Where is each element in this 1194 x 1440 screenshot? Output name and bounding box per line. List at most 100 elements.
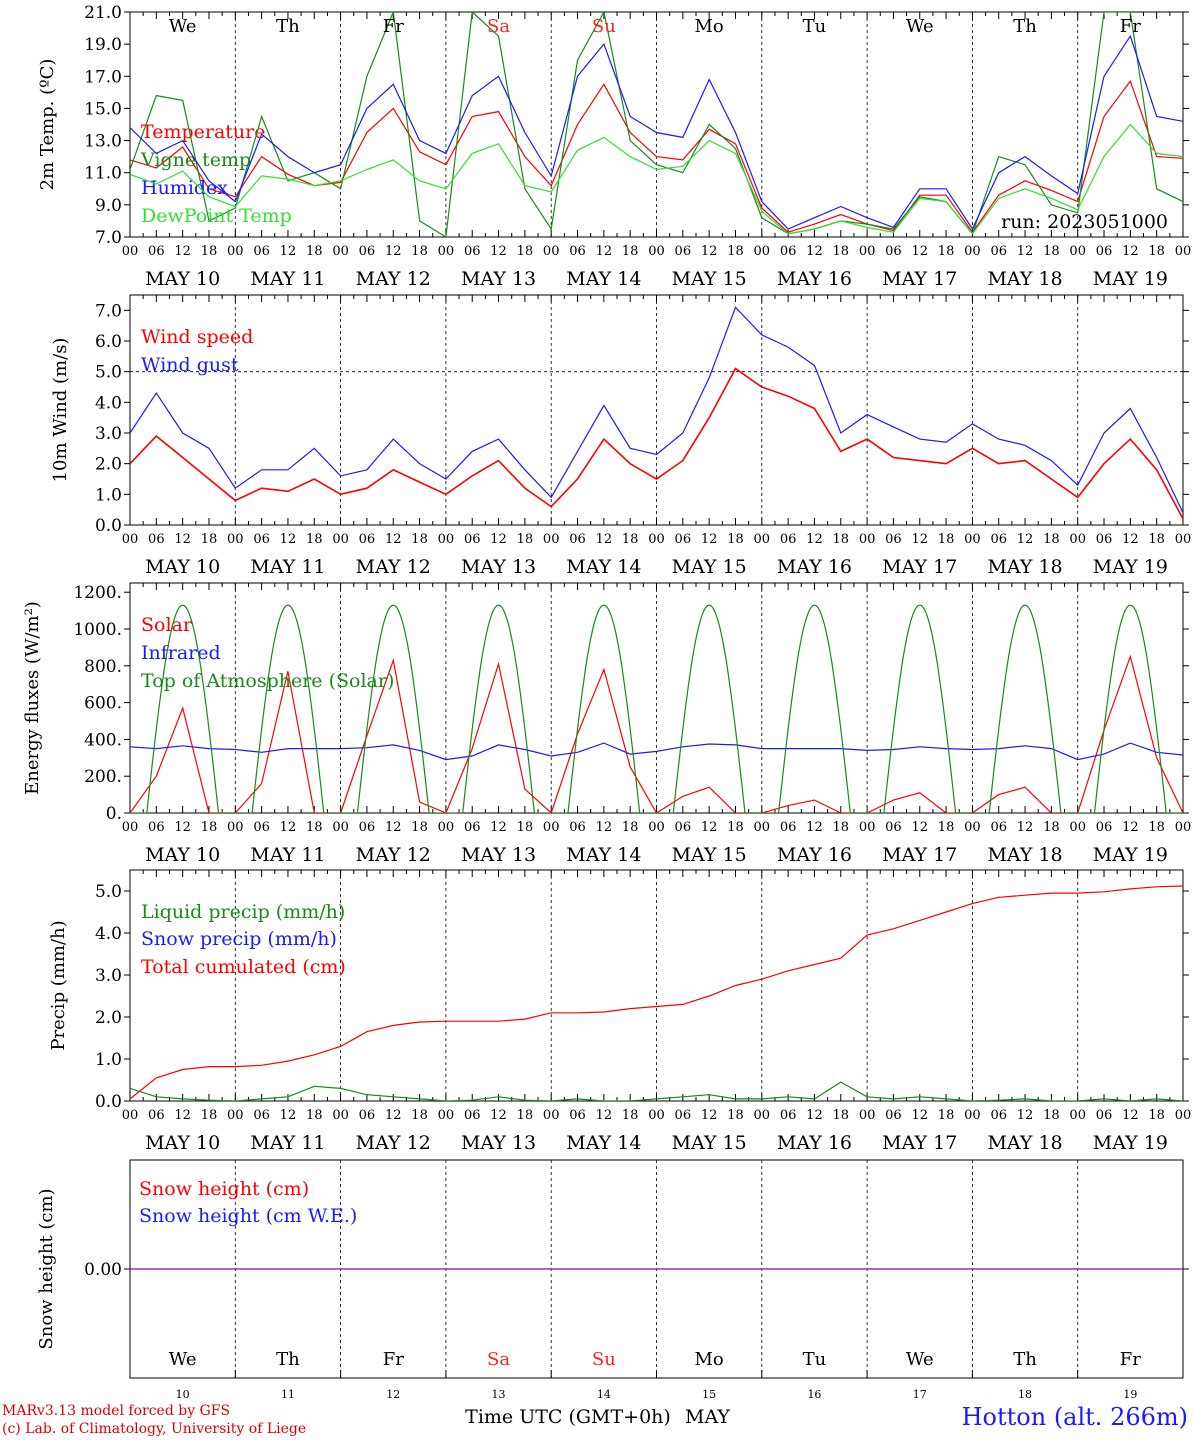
hour-tick-label: 00 bbox=[754, 820, 771, 835]
hour-tick-label: 06 bbox=[1096, 532, 1113, 547]
hour-tick-label: 00 bbox=[543, 820, 560, 835]
lab-credit-line: (c) Lab. of Climatology, University of L… bbox=[2, 1421, 307, 1437]
hour-tick-label: 18 bbox=[411, 244, 428, 259]
hour-tick-label: 00 bbox=[543, 244, 560, 259]
y-tick-label: 400. bbox=[84, 730, 122, 750]
weekday-label: Tu bbox=[803, 1349, 827, 1370]
hour-tick-label: 12 bbox=[1122, 820, 1139, 835]
date-label: MAY 12 bbox=[356, 268, 431, 290]
date-label: MAY 13 bbox=[461, 1132, 536, 1154]
date-label: MAY 17 bbox=[882, 268, 957, 290]
date-label: MAY 10 bbox=[145, 268, 220, 290]
hour-tick-label: 18 bbox=[201, 820, 218, 835]
legend-total-cumulated-cm-: Total cumulated (cm) bbox=[141, 956, 346, 978]
weekday-label: Th bbox=[1013, 1349, 1037, 1370]
hour-tick-label: 18 bbox=[727, 532, 744, 547]
date-label: MAY 15 bbox=[672, 1132, 747, 1154]
hour-tick-label: 00 bbox=[859, 1108, 876, 1123]
weekday-label: Mo bbox=[695, 16, 724, 37]
hour-tick-label: 06 bbox=[253, 244, 270, 259]
hour-tick-label: 00 bbox=[1069, 820, 1086, 835]
hour-tick-label: 18 bbox=[411, 532, 428, 547]
legend-snow-precip-mm-h-: Snow precip (mm/h) bbox=[141, 928, 337, 950]
series-line-solar bbox=[130, 654, 1183, 813]
hour-tick-label: 00 bbox=[332, 244, 349, 259]
hour-tick-label: 18 bbox=[517, 532, 534, 547]
date-label: MAY 12 bbox=[356, 1132, 431, 1154]
series-line-dewpoint-temp bbox=[130, 123, 1183, 235]
hour-tick-label: 00 bbox=[122, 820, 139, 835]
day-number-label: 17 bbox=[913, 1388, 927, 1401]
weekday-label: Fr bbox=[1120, 16, 1141, 37]
hour-tick-label: 06 bbox=[569, 1108, 586, 1123]
hour-tick-label: 12 bbox=[1017, 1108, 1034, 1123]
y-tick-label: 800. bbox=[84, 657, 122, 677]
hour-tick-label: 06 bbox=[464, 820, 481, 835]
date-label: MAY 10 bbox=[145, 556, 220, 578]
y-tick-label: 4.0 bbox=[95, 924, 122, 944]
hour-tick-label: 18 bbox=[833, 244, 850, 259]
date-label: MAY 19 bbox=[1093, 268, 1168, 290]
hour-tick-label: 06 bbox=[359, 244, 376, 259]
day-number-label: 19 bbox=[1123, 1388, 1137, 1401]
hour-tick-label: 12 bbox=[1017, 244, 1034, 259]
hour-tick-label: 06 bbox=[990, 244, 1007, 259]
hour-tick-label: 12 bbox=[701, 532, 718, 547]
hour-tick-label: 12 bbox=[701, 1108, 718, 1123]
legend-snow-height-cm-: Snow height (cm) bbox=[139, 1178, 309, 1200]
hour-tick-label: 06 bbox=[780, 532, 797, 547]
hour-tick-label: 00 bbox=[859, 820, 876, 835]
y-tick-label: 6.0 bbox=[95, 332, 122, 352]
date-label: MAY 10 bbox=[145, 844, 220, 866]
hour-tick-label: 06 bbox=[885, 532, 902, 547]
y-tick-label: 4.0 bbox=[95, 393, 122, 413]
legend-dewpoint-temp: DewPoint Temp bbox=[141, 205, 292, 227]
hour-tick-label: 06 bbox=[990, 820, 1007, 835]
hour-tick-label: 18 bbox=[938, 532, 955, 547]
hour-tick-label: 18 bbox=[1043, 532, 1060, 547]
run-label: run: 2023051000 bbox=[1001, 211, 1168, 233]
hour-tick-label: 18 bbox=[201, 1108, 218, 1123]
date-label: MAY 15 bbox=[672, 268, 747, 290]
hour-tick-label: 18 bbox=[1043, 1108, 1060, 1123]
hour-tick-label: 18 bbox=[938, 244, 955, 259]
y-tick-label: 2.0 bbox=[95, 1008, 122, 1028]
model-credit-line: MARv3.13 model forced by GFS bbox=[2, 1403, 231, 1419]
hour-tick-label: 06 bbox=[990, 532, 1007, 547]
hour-tick-label: 12 bbox=[385, 244, 402, 259]
hour-tick-label: 00 bbox=[122, 244, 139, 259]
hour-tick-label: 06 bbox=[1096, 1108, 1113, 1123]
hour-tick-label: 00 bbox=[543, 532, 560, 547]
station-name: Hotton (alt. 266m) bbox=[961, 1403, 1188, 1431]
hour-tick-label: 00 bbox=[1069, 244, 1086, 259]
hour-tick-label: 18 bbox=[622, 244, 639, 259]
hour-tick-label: 06 bbox=[569, 244, 586, 259]
hour-tick-label: 12 bbox=[490, 820, 507, 835]
hour-tick-label: 18 bbox=[622, 820, 639, 835]
hour-tick-label: 06 bbox=[885, 1108, 902, 1123]
hour-tick-label: 06 bbox=[359, 1108, 376, 1123]
hour-tick-label: 12 bbox=[385, 820, 402, 835]
hour-tick-label: 06 bbox=[464, 244, 481, 259]
hour-tick-label: 18 bbox=[201, 244, 218, 259]
hour-tick-label: 18 bbox=[622, 532, 639, 547]
hour-tick-label: 12 bbox=[1017, 820, 1034, 835]
date-label: MAY 15 bbox=[672, 556, 747, 578]
hour-tick-label: 00 bbox=[122, 1108, 139, 1123]
date-label: MAY 16 bbox=[777, 844, 852, 866]
hour-tick-label: 18 bbox=[1148, 244, 1165, 259]
hour-tick-label: 06 bbox=[885, 820, 902, 835]
hour-tick-label: 00 bbox=[332, 1108, 349, 1123]
hour-tick-label: 00 bbox=[438, 244, 455, 259]
weekday-label: Fr bbox=[1120, 1349, 1141, 1370]
series-line-wind-gust bbox=[130, 306, 1183, 513]
hour-tick-label: 06 bbox=[569, 820, 586, 835]
hour-tick-label: 00 bbox=[1175, 244, 1192, 259]
hour-tick-label: 18 bbox=[201, 532, 218, 547]
legend-top-of-atmosphere-solar-: Top of Atmosphere (Solar) bbox=[141, 670, 394, 692]
date-label: MAY 18 bbox=[987, 844, 1062, 866]
date-label: MAY 18 bbox=[987, 1132, 1062, 1154]
weekday-label: We bbox=[169, 16, 197, 37]
legend-humidex: Humidex bbox=[141, 177, 228, 199]
